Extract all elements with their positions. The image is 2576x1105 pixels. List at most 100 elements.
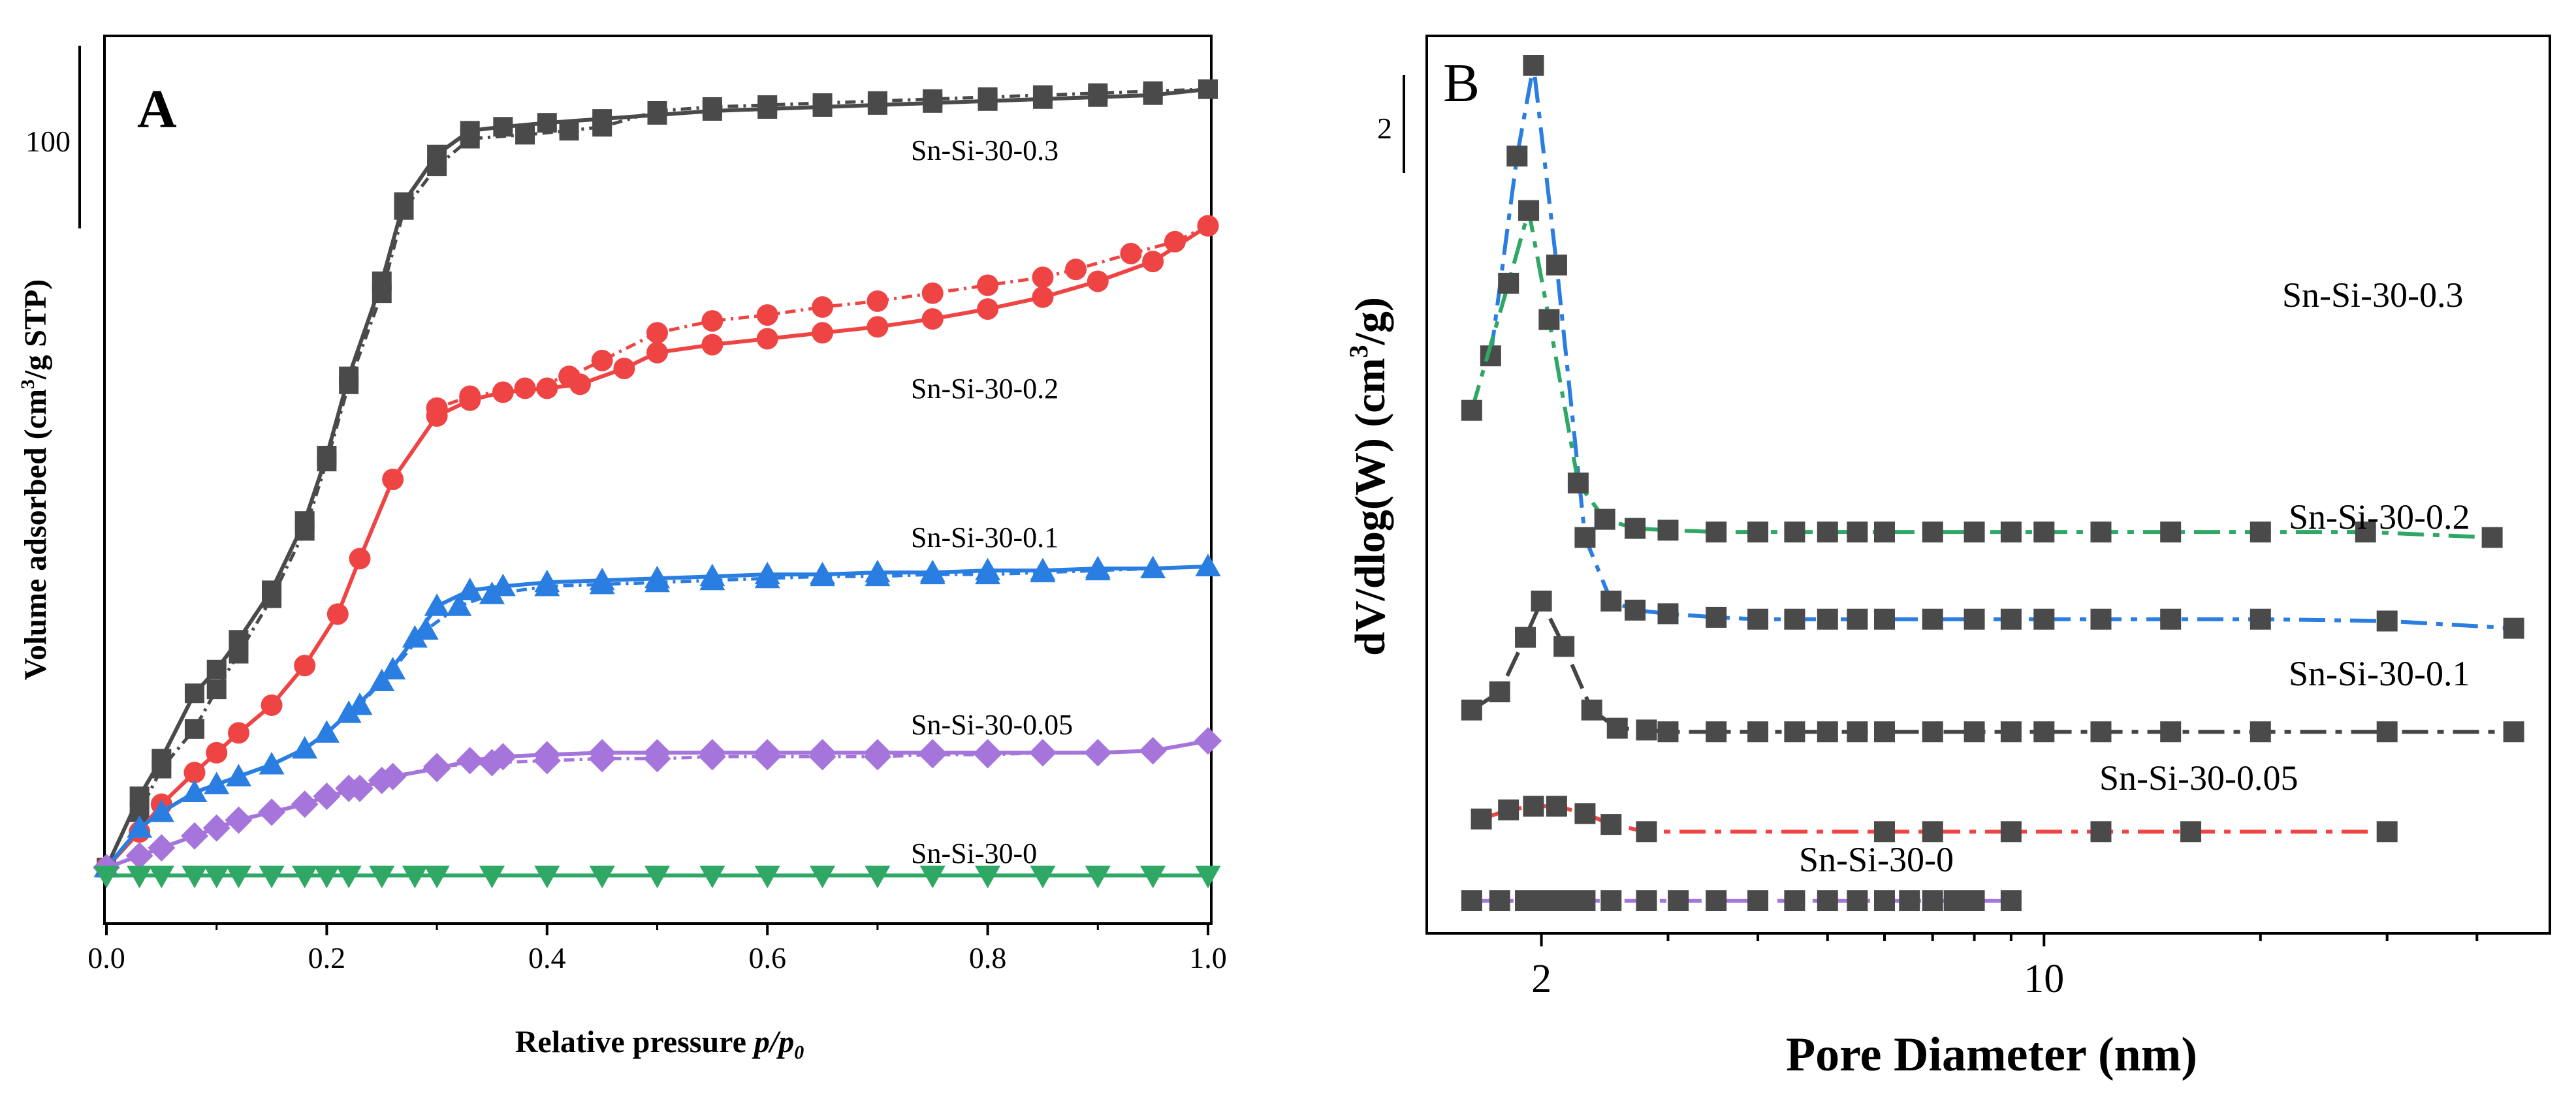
panel-b-point — [1636, 719, 1657, 741]
panel-b-point — [2250, 521, 2271, 543]
panel-a-point — [294, 521, 315, 541]
panel-b-point — [2090, 521, 2112, 543]
panel-b-point — [1817, 608, 1838, 630]
panel-a-point — [413, 617, 439, 640]
panel-a-point — [1143, 81, 1163, 101]
panel-a-point — [1087, 270, 1109, 292]
panel-a-point — [867, 316, 889, 338]
panel-a-series — [93, 79, 1222, 888]
panel-b-point — [2503, 721, 2524, 743]
panel-b-point — [1489, 890, 1510, 911]
panel-a-point — [317, 452, 337, 472]
panel-b-point — [2090, 821, 2112, 843]
panel-a-point — [643, 745, 671, 773]
panel-b-point — [1873, 721, 1895, 743]
panel-b-point — [1784, 521, 1805, 543]
panel-a-point — [646, 341, 668, 364]
panel-a-point — [812, 296, 834, 318]
panel-a-point — [647, 101, 667, 121]
panel-b-y-axis-title-sup: 3 — [1344, 345, 1373, 358]
panel-b-point — [1922, 821, 1943, 843]
panel-b-point — [2000, 521, 2022, 543]
panel-a-point — [402, 625, 428, 648]
panel-b-point — [1922, 721, 1943, 743]
panel-a-point — [977, 298, 999, 320]
panel-a-point — [127, 815, 153, 838]
panel-a-point — [479, 865, 505, 888]
panel-a-point — [227, 722, 249, 744]
panel-a-series-label: Sn-Si-30-0 — [911, 837, 1037, 869]
panel-b-y-axis-title-main: dV/dlog(W) (cm — [1346, 358, 1394, 655]
panel-a-point — [919, 561, 946, 585]
panel-a-x-tick-label: 1.0 — [1189, 941, 1227, 974]
panel-a-point — [369, 865, 395, 888]
panel-b-point — [2000, 821, 2022, 843]
panel-b-point — [2481, 527, 2503, 548]
panel-a-point — [921, 282, 944, 304]
panel-a-point — [1195, 553, 1221, 576]
panel-b-point — [1523, 796, 1544, 817]
panel-b-point — [1943, 890, 1965, 911]
panel-b-point — [1873, 890, 1895, 911]
panel-a-point — [867, 91, 887, 111]
panel-a-point — [380, 657, 406, 679]
panel-a-point — [202, 814, 231, 842]
panel-a-point — [1030, 559, 1056, 583]
panel-b-point — [1538, 309, 1560, 330]
panel-a-series-Sn-Si-30-0.3 — [97, 79, 1218, 878]
panel-b-point — [1574, 890, 1596, 911]
panel-b-point — [2090, 608, 2112, 630]
panel-a-point — [613, 358, 635, 380]
panel-a-point — [702, 97, 722, 117]
panel-b-point — [1964, 721, 1985, 743]
panel-b-point — [1600, 890, 1622, 911]
panel-a-scale-label: 100 — [25, 125, 71, 158]
panel-b-point — [1817, 721, 1838, 743]
panel-b-point — [1461, 699, 1482, 721]
panel-b-series-Sn-Si-30-0.05 — [1471, 796, 2398, 843]
panel-b-point — [1657, 603, 1679, 625]
panel-a-point — [812, 93, 833, 113]
panel-a-desorption-line — [436, 224, 1209, 410]
panel-b-point — [1515, 627, 1536, 648]
panel-a-point — [184, 719, 204, 739]
panel-a-point — [865, 865, 891, 888]
panel-b-point — [2160, 521, 2182, 543]
panel-b-point — [2033, 521, 2055, 543]
panel-a-point — [534, 865, 560, 888]
panel-b-label: B — [1443, 53, 1480, 114]
panel-b-series-Sn-Si-30-0 — [1461, 890, 2022, 911]
panel-a-point — [698, 743, 726, 771]
panel-b-point — [1625, 518, 1646, 539]
panel-b-point — [1546, 255, 1567, 276]
panel-a-label: A — [137, 79, 177, 140]
panel-b-point — [1600, 590, 1622, 612]
panel-b-point — [1706, 606, 1727, 628]
panel-a-point — [1142, 251, 1164, 273]
panel-a-point — [588, 745, 616, 773]
panel-a-adsorption-line — [104, 565, 1209, 869]
panel-a-point — [313, 865, 340, 888]
panel-a-point — [754, 865, 780, 888]
panel-a-point — [810, 865, 836, 888]
panel-a-y-axis-title-tail: /g STP) — [18, 279, 53, 380]
panel-a-adsorption-line — [104, 87, 1209, 869]
panel-b-point — [1747, 608, 1769, 630]
panel-a-point — [701, 310, 724, 332]
panel-a-x-tick-label: 0.6 — [748, 941, 786, 974]
panel-a-point — [537, 113, 557, 133]
panel-a-point — [368, 766, 396, 794]
panel-b-point — [1747, 721, 1769, 743]
panel-b-point — [1873, 521, 1895, 543]
panel-a-point — [291, 790, 319, 818]
panel-a-point — [456, 747, 484, 775]
panel-b-series-label: Sn-Si-30-0 — [1799, 840, 1954, 879]
panel-a-point — [457, 577, 483, 600]
panel-b-point — [2033, 721, 2055, 743]
panel-b-point — [1636, 890, 1657, 911]
panel-a-point — [1194, 727, 1222, 755]
panel-b-series-labels: Sn-Si-30-0.3 Sn-Si-30-0.2 Sn-Si-30-0.1 Sn-S… — [1799, 275, 2470, 879]
panel-a-point — [382, 468, 404, 490]
panel-a-point — [699, 567, 725, 591]
panel-a-point — [349, 548, 371, 570]
